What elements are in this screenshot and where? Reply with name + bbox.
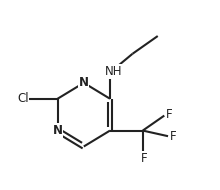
Text: NH: NH: [105, 65, 122, 78]
Text: Cl: Cl: [17, 92, 29, 105]
Text: F: F: [169, 130, 176, 143]
Text: N: N: [53, 124, 62, 137]
Text: F: F: [140, 152, 147, 165]
Text: F: F: [166, 108, 172, 121]
Text: N: N: [79, 76, 89, 89]
